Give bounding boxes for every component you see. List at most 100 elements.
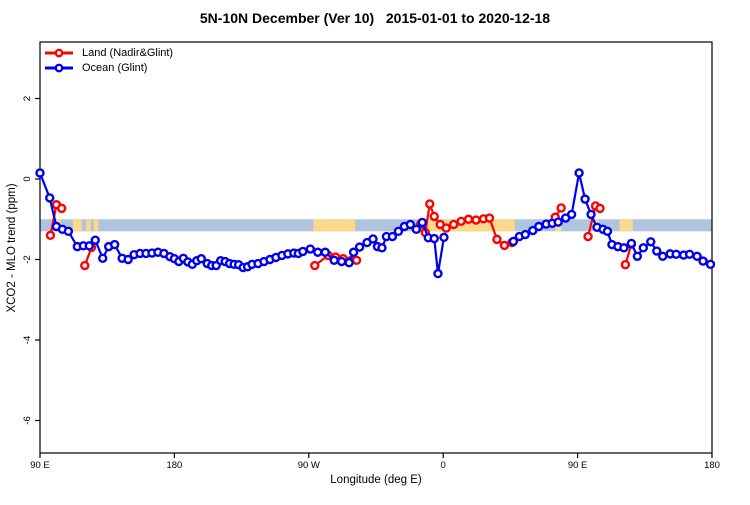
data-point bbox=[405, 219, 416, 230]
data-point bbox=[417, 217, 427, 228]
data-point bbox=[123, 254, 133, 265]
data-point bbox=[63, 226, 74, 237]
data-point bbox=[439, 232, 449, 243]
data-point bbox=[684, 249, 695, 259]
data-point bbox=[602, 226, 613, 237]
y-axis-label: XCO2 - MLO trend (ppm) bbox=[6, 183, 18, 313]
data-point bbox=[429, 211, 439, 222]
data-point bbox=[626, 238, 637, 249]
legend-label: Ocean (Glint) bbox=[82, 61, 148, 74]
data-point bbox=[646, 237, 656, 247]
data-point bbox=[310, 260, 320, 271]
y-tick-label: -4 bbox=[22, 336, 33, 344]
data-point bbox=[441, 223, 451, 233]
data-point bbox=[583, 231, 593, 242]
data-point bbox=[433, 268, 443, 279]
data-point bbox=[471, 215, 481, 225]
data-point bbox=[305, 244, 315, 254]
data-point bbox=[619, 243, 629, 253]
land-patch bbox=[93, 219, 99, 232]
x-axis: 90 E 180 90 W 0 90 E 180 bbox=[30, 453, 720, 471]
legend-item: Ocean (Glint) bbox=[44, 60, 173, 75]
data-point bbox=[456, 216, 466, 226]
data-point bbox=[692, 251, 702, 261]
data-point bbox=[698, 256, 708, 266]
series-line bbox=[512, 171, 711, 266]
data-point bbox=[336, 256, 347, 267]
data-point bbox=[354, 242, 365, 252]
data-point bbox=[368, 234, 378, 244]
data-point bbox=[705, 259, 716, 270]
data-point bbox=[90, 235, 100, 245]
data-point bbox=[313, 247, 323, 257]
x-tick-label: 90 E bbox=[30, 460, 50, 471]
legend-sample-icon bbox=[45, 63, 73, 72]
data-point bbox=[620, 260, 631, 270]
y-tick-label: -2 bbox=[22, 255, 33, 263]
data-point bbox=[508, 236, 519, 247]
x-tick-label: 90 E bbox=[568, 460, 588, 471]
data-point bbox=[320, 247, 330, 257]
data-point bbox=[387, 231, 398, 242]
data-point bbox=[499, 240, 510, 251]
data-point bbox=[652, 246, 662, 256]
land-patch bbox=[86, 219, 91, 232]
data-point bbox=[98, 253, 108, 263]
data-point bbox=[566, 209, 577, 220]
land-patch bbox=[313, 219, 356, 232]
data-point bbox=[574, 168, 584, 178]
data-point bbox=[35, 168, 45, 178]
data-point bbox=[632, 251, 643, 261]
data-point bbox=[429, 233, 439, 244]
data-point bbox=[595, 203, 605, 214]
legend: Land (Nadir&Glint) Ocean (Glint) bbox=[44, 45, 173, 75]
data-point bbox=[463, 214, 474, 224]
x-tick-label: 180 bbox=[704, 460, 720, 471]
y-tick-label: -6 bbox=[22, 416, 33, 424]
y-tick-label: 2 bbox=[22, 96, 33, 101]
data-point bbox=[448, 219, 459, 230]
data-point bbox=[377, 243, 387, 253]
x-tick-label: 0 bbox=[441, 460, 446, 471]
data-point bbox=[553, 217, 563, 227]
data-point bbox=[534, 221, 544, 232]
x-tick-label: 90 W bbox=[298, 460, 320, 471]
legend-sample-icon bbox=[45, 48, 73, 57]
chart-title: 5N-10N December (Ver 10) 2015-01-01 to 2… bbox=[199, 10, 551, 26]
plot-frame bbox=[39, 41, 713, 454]
data-point bbox=[671, 249, 681, 259]
data-point bbox=[45, 230, 56, 241]
data-point bbox=[45, 193, 55, 203]
legend-label: Land (Nadir&Glint) bbox=[82, 46, 174, 59]
data-point bbox=[580, 194, 590, 204]
data-point bbox=[492, 234, 502, 245]
x-axis-label: Longitude (deg E) bbox=[330, 474, 422, 486]
data-point bbox=[638, 243, 649, 253]
data-point bbox=[528, 225, 538, 236]
data-point bbox=[411, 224, 422, 235]
data-point bbox=[393, 226, 404, 237]
data-point bbox=[84, 241, 94, 251]
data-point bbox=[351, 255, 362, 266]
data-point bbox=[298, 246, 308, 257]
legend-item: Land (Nadir&Glint) bbox=[44, 45, 173, 60]
land-patch bbox=[619, 219, 633, 232]
ocean-series bbox=[35, 168, 716, 279]
data-point bbox=[109, 239, 120, 250]
data-point bbox=[344, 258, 354, 268]
y-tick-label: 0 bbox=[22, 176, 33, 181]
land-patch bbox=[72, 219, 82, 232]
y-axis: 2 0 -2 -4 -6 bbox=[22, 96, 40, 425]
data-point bbox=[80, 260, 90, 271]
data-point bbox=[658, 251, 668, 261]
x-tick-label: 180 bbox=[166, 460, 182, 471]
data-point bbox=[425, 199, 435, 209]
data-point bbox=[348, 247, 359, 257]
data-point bbox=[329, 255, 339, 266]
data-point bbox=[520, 229, 531, 240]
data-point bbox=[484, 213, 495, 223]
data-point bbox=[56, 203, 67, 214]
data-point bbox=[586, 209, 596, 220]
